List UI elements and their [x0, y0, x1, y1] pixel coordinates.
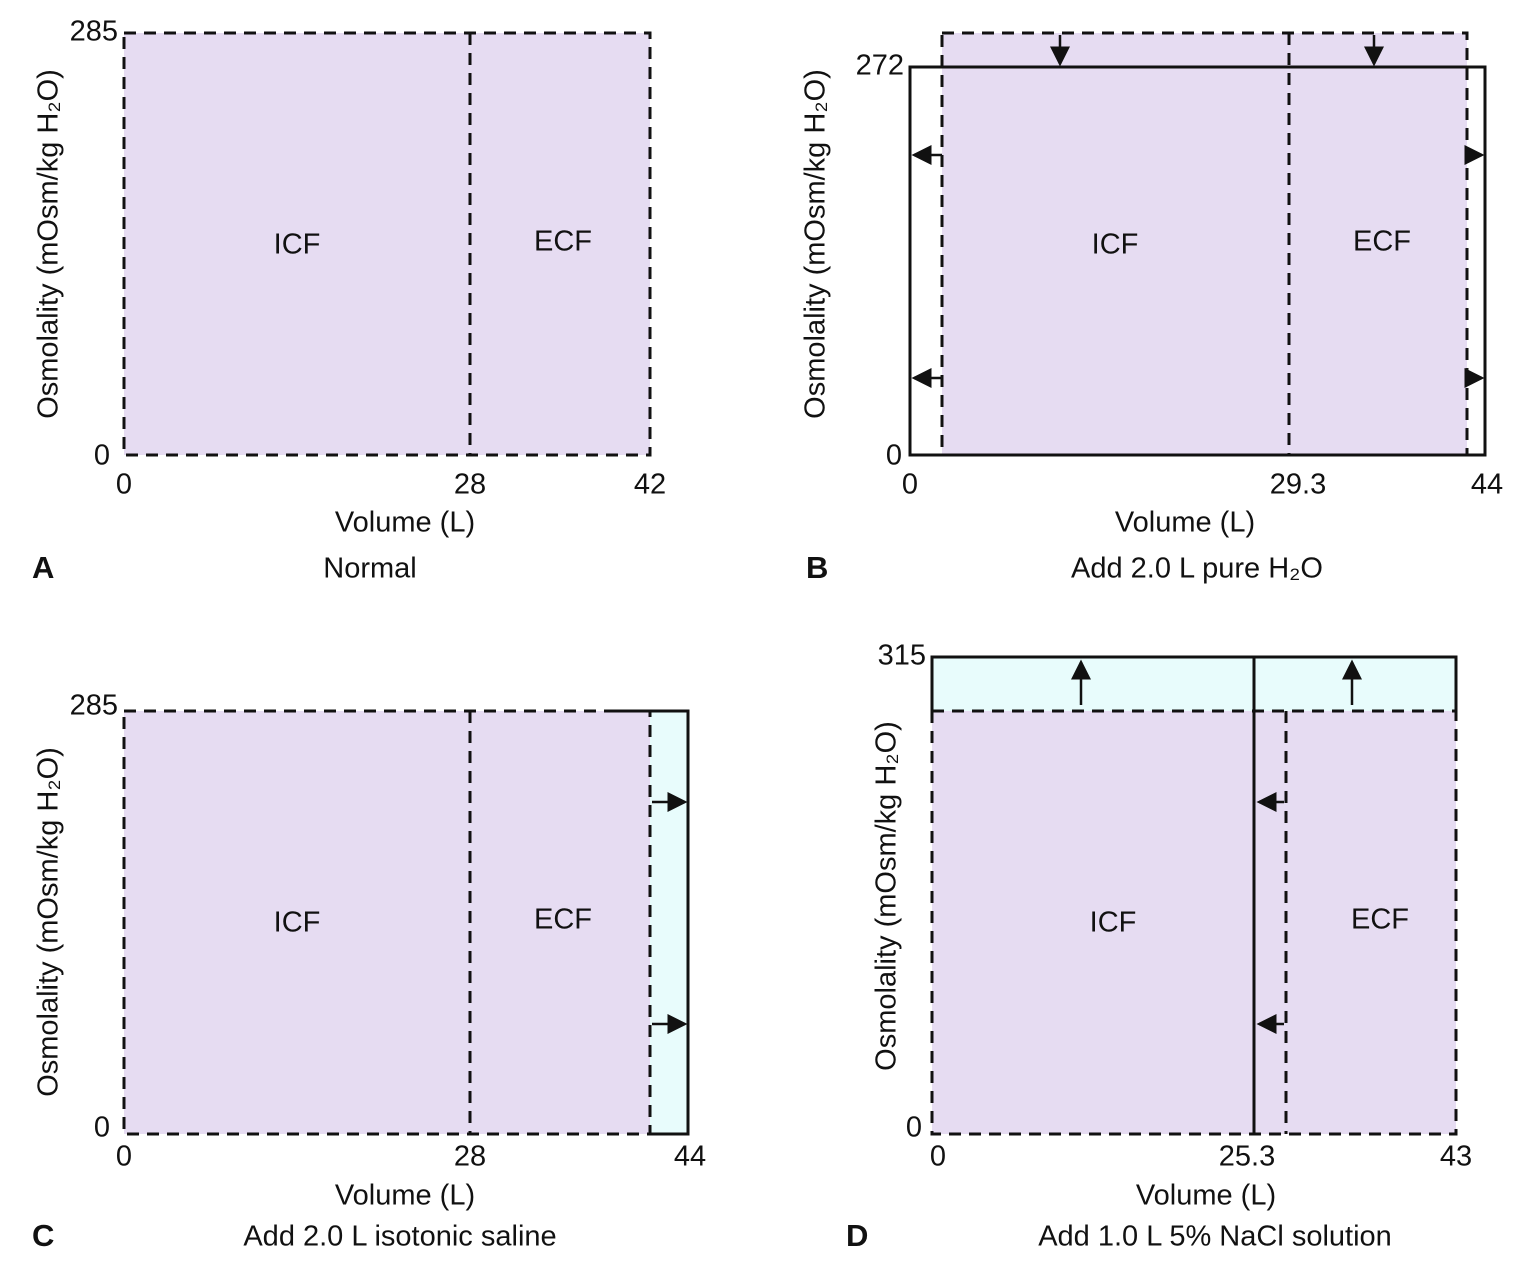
x-tick-label: 44: [1471, 469, 1503, 501]
caption: Add 1.0 L 5% NaCl solution: [1038, 1221, 1392, 1253]
y-tick-label: 0: [886, 440, 902, 472]
panel-c: ICF ECF 285 0 0 28 44 Volume (L) Osmolal…: [32, 690, 706, 1254]
region-label: ECF: [534, 904, 592, 936]
y-tick-label: 285: [70, 690, 118, 722]
x-tick-label: 0: [930, 1141, 946, 1173]
y-axis-label: Osmolality (mOsm/kg H₂O): [33, 747, 65, 1097]
region-label: ICF: [274, 229, 321, 261]
panel-d: ICF ECF 315 0 0 25.3 43 Volume (L) Osmol…: [846, 640, 1472, 1254]
panel-letter: B: [806, 550, 828, 585]
y-tick-label: 0: [94, 440, 110, 472]
x-axis-label: Volume (L): [335, 507, 475, 539]
panel-b: ICF ECF 272 0 0 29.3 44 Volume (L) Osmol…: [800, 31, 1503, 585]
panel-letter: D: [846, 1218, 868, 1253]
y-tick-label: 285: [70, 16, 118, 48]
region-label: ECF: [1353, 226, 1411, 258]
x-axis-label: Volume (L): [335, 1180, 475, 1212]
panel-letter: C: [32, 1218, 54, 1253]
caption: Normal: [323, 553, 416, 585]
y-axis-label: Osmolality (mOsm/kg H₂O): [33, 69, 65, 419]
region-label: ICF: [274, 907, 321, 939]
x-tick-label: 0: [116, 469, 132, 501]
x-tick-label: 28: [454, 1141, 486, 1173]
x-axis-label: Volume (L): [1136, 1180, 1276, 1212]
y-axis-label: Osmolality (mOsm/kg H₂O): [871, 721, 903, 1071]
x-axis-label: Volume (L): [1115, 507, 1255, 539]
y-tick-label: 0: [906, 1112, 922, 1144]
x-tick-label: 0: [902, 469, 918, 501]
x-tick-label: 42: [634, 469, 666, 501]
region-label: ECF: [1351, 904, 1409, 936]
y-tick-label: 0: [94, 1112, 110, 1144]
region-label: ICF: [1092, 229, 1139, 261]
x-tick-label: 29.3: [1270, 469, 1326, 501]
x-tick-label: 43: [1440, 1141, 1472, 1173]
x-tick-label: 28: [454, 469, 486, 501]
panel-a: ICF ECF 285 0 0 28 42 Volume (L) Osmolal…: [32, 16, 666, 586]
x-tick-label: 44: [674, 1141, 706, 1173]
x-tick-label: 0: [116, 1141, 132, 1173]
y-tick-label: 272: [856, 50, 904, 82]
region-label: ECF: [534, 226, 592, 258]
y-tick-label: 315: [878, 640, 926, 672]
x-tick-label: 25.3: [1219, 1141, 1275, 1173]
caption: Add 2.0 L isotonic saline: [243, 1221, 556, 1253]
panel-letter: A: [32, 550, 54, 585]
y-axis-label: Osmolality (mOsm/kg H₂O): [800, 69, 832, 419]
region-label: ICF: [1090, 907, 1137, 939]
caption: Add 2.0 L pure H₂O: [1071, 553, 1323, 585]
